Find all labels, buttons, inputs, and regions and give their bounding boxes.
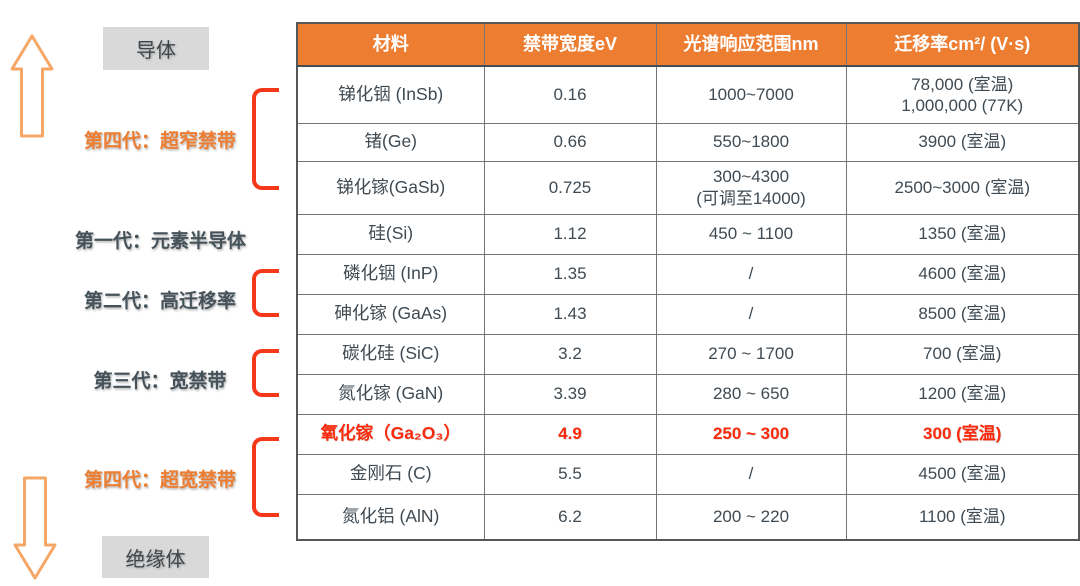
cell-bandgap: 4.9 <box>483 413 657 455</box>
bracket-gen3 <box>252 349 279 397</box>
cell-mobility: 3900 (室温) <box>845 122 1080 162</box>
cell-spectral: / <box>655 453 847 495</box>
materials-table: 材料 禁带宽度eV 光谱响应范围nm 迁移率cm²/ (V·s) 锑化铟 (In… <box>296 22 1080 541</box>
table-row: 磷化铟 (InP) 1.35 / 4600 (室温) <box>296 253 1080 295</box>
col-header-mobility: 迁移率cm²/ (V·s) <box>845 22 1080 67</box>
col-header-spectral-range: 光谱响应范围nm <box>655 22 847 67</box>
cell-mobility: 4500 (室温) <box>845 453 1080 495</box>
cell-mobility: 78,000 (室温) 1,000,000 (77K) <box>845 65 1080 124</box>
cell-mobility: 1200 (室温) <box>845 373 1080 415</box>
cell-mobility: 1350 (室温) <box>845 213 1080 255</box>
table-row: 金刚石 (C) 5.5 / 4500 (室温) <box>296 453 1080 495</box>
col-header-material: 材料 <box>296 22 485 67</box>
cell-material: 锑化镓(GaSb) <box>296 160 485 215</box>
cell-spectral: 1000~7000 <box>655 65 847 124</box>
cell-material: 氮化镓 (GaN) <box>296 373 485 415</box>
cell-bandgap: 0.725 <box>483 160 657 215</box>
down-arrow-icon <box>13 475 57 586</box>
cell-mobility: 300 (室温) <box>845 413 1080 455</box>
header-row: 材料 禁带宽度eV 光谱响应范围nm 迁移率cm²/ (V·s) <box>296 22 1080 67</box>
insulator-box: 绝缘体 <box>102 536 209 578</box>
table-row: 氮化铝 (AlN) 6.2 200 ~ 220 1100 (室温) <box>296 493 1080 541</box>
cell-material: 锗(Ge) <box>296 122 485 162</box>
cell-bandgap: 0.16 <box>483 65 657 124</box>
table-row: 砷化镓 (GaAs) 1.43 / 8500 (室温) <box>296 293 1080 335</box>
table-row: 硅(Si) 1.12 450 ~ 1100 1350 (室温) <box>296 213 1080 255</box>
cell-spectral: 550~1800 <box>655 122 847 162</box>
cell-bandgap: 0.66 <box>483 122 657 162</box>
cell-material: 金刚石 (C) <box>296 453 485 495</box>
label-gen2-high-mobility: 第二代：高迁移率 <box>83 291 236 312</box>
bracket-gen4-narrow <box>252 88 279 190</box>
cell-bandgap: 6.2 <box>483 493 657 541</box>
insulator-label: 绝缘体 <box>125 548 186 571</box>
bracket-gen4-ultrawide <box>252 437 279 517</box>
label-gen1-element-semiconductor: 第一代：元素半导体 <box>74 231 246 252</box>
cell-spectral: / <box>655 253 847 295</box>
cell-material: 氧化镓（Ga₂O₃） <box>296 413 485 455</box>
cell-bandgap: 1.12 <box>483 213 657 255</box>
cell-mobility: 4600 (室温) <box>845 253 1080 295</box>
table-row: 锑化镓(GaSb) 0.725 300~4300 (可调至14000) 2500… <box>296 160 1080 215</box>
conductor-label: 导体 <box>136 40 176 62</box>
cell-mobility: 8500 (室温) <box>845 293 1080 335</box>
cell-spectral: 300~4300 (可调至14000) <box>655 160 847 215</box>
cell-mobility: 700 (室温) <box>845 333 1080 375</box>
bracket-gen2 <box>252 269 279 317</box>
cell-material: 碳化硅 (SiC) <box>296 333 485 375</box>
table-row: 锗(Ge) 0.66 550~1800 3900 (室温) <box>296 122 1080 162</box>
label-gen4-ultrawide-bandgap: 第四代：超宽禁带 <box>83 470 236 491</box>
cell-spectral: 450 ~ 1100 <box>655 213 847 255</box>
cell-material: 硅(Si) <box>296 213 485 255</box>
cell-mobility: 2500~3000 (室温) <box>845 160 1080 215</box>
label-gen4-narrow-bandgap: 第四代：超窄禁带 <box>83 131 236 152</box>
cell-material: 磷化铟 (InP) <box>296 253 485 295</box>
cell-material: 砷化镓 (GaAs) <box>296 293 485 335</box>
cell-spectral: 280 ~ 650 <box>655 373 847 415</box>
table-row-highlighted-ga2o3: 氧化镓（Ga₂O₃） 4.9 250 ~ 300 300 (室温) <box>296 413 1080 455</box>
cell-spectral: 200 ~ 220 <box>655 493 847 541</box>
table-row: 锑化铟 (InSb) 0.16 1000~7000 78,000 (室温) 1,… <box>296 65 1080 124</box>
cell-material: 锑化铟 (InSb) <box>296 65 485 124</box>
table-row: 氮化镓 (GaN) 3.39 280 ~ 650 1200 (室温) <box>296 373 1080 415</box>
cell-bandgap: 5.5 <box>483 453 657 495</box>
conductor-box: 导体 <box>103 27 209 70</box>
cell-bandgap: 3.2 <box>483 333 657 375</box>
cell-bandgap: 1.43 <box>483 293 657 335</box>
up-arrow-icon <box>10 33 54 144</box>
cell-bandgap: 1.35 <box>483 253 657 295</box>
cell-spectral: / <box>655 293 847 335</box>
col-header-bandgap: 禁带宽度eV <box>483 22 657 67</box>
cell-material: 氮化铝 (AlN) <box>296 493 485 541</box>
cell-bandgap: 3.39 <box>483 373 657 415</box>
label-gen3-wide-bandgap: 第三代：宽禁带 <box>93 371 227 392</box>
table-row: 碳化硅 (SiC) 3.2 270 ~ 1700 700 (室温) <box>296 333 1080 375</box>
cell-spectral: 250 ~ 300 <box>655 413 847 455</box>
cell-mobility: 1100 (室温) <box>845 493 1080 541</box>
cell-spectral: 270 ~ 1700 <box>655 333 847 375</box>
